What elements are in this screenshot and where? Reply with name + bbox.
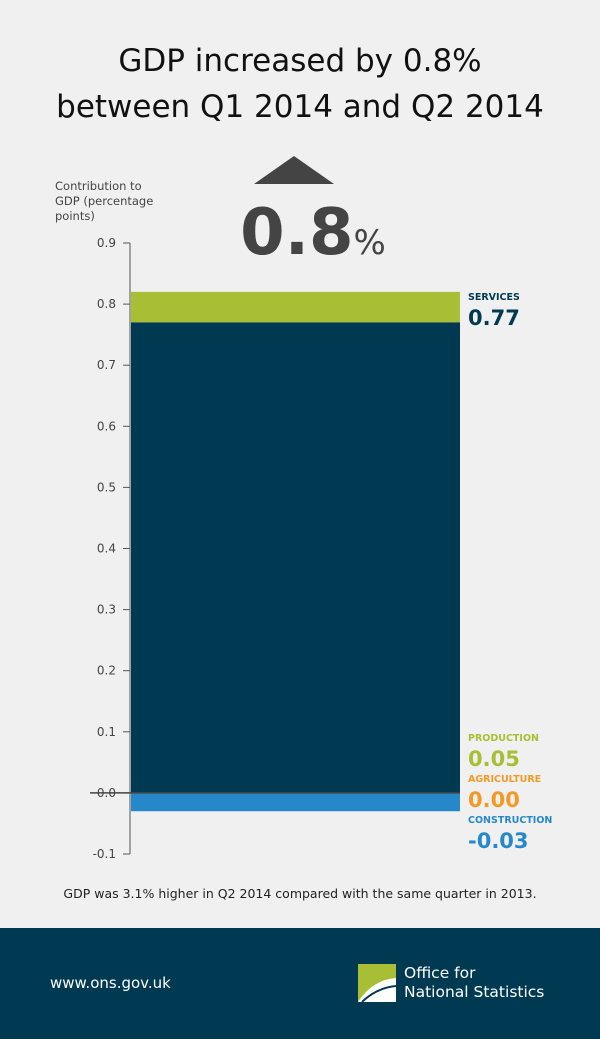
y-tick-label: 0.6 xyxy=(97,419,116,433)
y-axis-label: Contribution to GDP (percentage points) xyxy=(55,179,153,223)
series-name-construction: CONSTRUCTION xyxy=(468,815,552,826)
website-link[interactable]: www.ons.gov.uk xyxy=(50,974,171,992)
gdp-contribution-chart: Contribution to GDP (percentage points) … xyxy=(55,156,552,861)
y-axis-label-line-2: GDP (percentage xyxy=(55,194,153,208)
bar-segment-production xyxy=(131,291,460,323)
y-tick-label: 0.5 xyxy=(97,480,116,494)
chart-title-line-2: between Q1 2014 and Q2 2014 xyxy=(56,89,544,125)
bar-segment-construction xyxy=(131,792,460,812)
y-tick-label: 0.4 xyxy=(97,542,116,556)
y-tick-label: -0.1 xyxy=(93,847,116,861)
bar-segment-services xyxy=(131,322,460,793)
y-tick-label: 0.9 xyxy=(97,236,116,250)
series-name-services: SERVICES xyxy=(468,292,520,303)
stacked-bars xyxy=(90,291,460,812)
series-value-agriculture: 0.00 xyxy=(468,788,520,812)
series-value-construction: -0.03 xyxy=(468,829,529,853)
headline-unit: % xyxy=(354,223,386,263)
series-value-production: 0.05 xyxy=(468,747,520,771)
chart-caption: GDP was 3.1% higher in Q2 2014 compared … xyxy=(63,886,537,901)
headline-value: 0.8 xyxy=(240,196,353,270)
organisation-name-line-2: National Statistics xyxy=(404,983,545,1001)
y-tick-label: 0.8 xyxy=(97,297,116,311)
series-value-services: 0.77 xyxy=(468,306,520,330)
y-axis-label-line-3: points) xyxy=(55,209,95,223)
y-tick-label: 0.3 xyxy=(97,603,116,617)
series-name-production: PRODUCTION xyxy=(468,733,539,744)
y-axis: 0.90.80.70.60.50.40.30.20.10.0-0.1 xyxy=(93,236,131,861)
footer: www.ons.gov.uk Office for National Stati… xyxy=(0,928,600,1039)
organisation-name-line-1: Office for xyxy=(404,964,476,982)
series-labels: SERVICES 0.77 PRODUCTION 0.05 AGRICULTURE 0.0… xyxy=(468,292,552,853)
chart-title-line-1: GDP increased by 0.8% xyxy=(118,43,482,79)
chart-title: GDP increased by 0.8% between Q1 2014 an… xyxy=(0,38,600,130)
ons-logo-icon xyxy=(358,964,396,1002)
headline-figure: 0.8% xyxy=(240,196,386,270)
series-name-agriculture: AGRICULTURE xyxy=(468,774,541,785)
y-axis-label-line-1: Contribution to xyxy=(55,179,142,193)
y-tick-label: 0.7 xyxy=(97,358,116,372)
up-arrow-icon xyxy=(254,156,334,184)
y-tick-label: 0.2 xyxy=(97,664,116,678)
y-tick-label: 0.1 xyxy=(97,725,116,739)
organisation-name: Office for National Statistics xyxy=(404,964,544,1002)
